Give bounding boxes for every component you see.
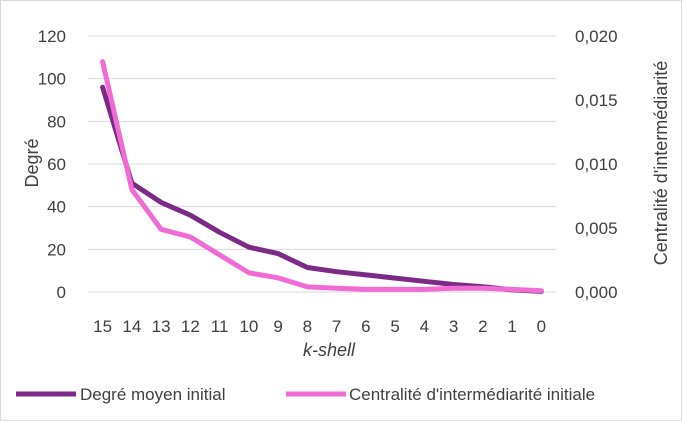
y2-axis-title: Centralité d'intermédiarité <box>651 61 671 266</box>
left-axis-ticks: 0 20 40 60 80 100 120 <box>38 27 66 302</box>
x-tick-label: 13 <box>152 317 171 336</box>
x-tick-label: 14 <box>122 317 141 336</box>
y-axis-title: Degré <box>22 138 42 187</box>
x-axis-ticks: 15 14 13 12 11 10 9 8 7 6 5 4 3 2 1 0 <box>93 317 546 336</box>
y-tick-label: 80 <box>47 112 66 131</box>
y-tick-label: 40 <box>47 198 66 217</box>
x-tick-label: 4 <box>420 317 429 336</box>
x-tick-label: 5 <box>390 317 399 336</box>
x-tick-label: 1 <box>507 317 516 336</box>
x-tick-label: 15 <box>93 317 112 336</box>
right-axis-ticks: 0,000 0,005 0,010 0,015 0,020 <box>575 27 618 302</box>
x-tick-label: 2 <box>478 317 487 336</box>
y-tick-label: 0 <box>57 283 66 302</box>
x-tick-label: 9 <box>273 317 282 336</box>
series-line-2 <box>100 59 544 294</box>
legend: Degré moyen initial Centralité d'intermé… <box>16 385 595 404</box>
x-tick-label: 6 <box>361 317 370 336</box>
x-axis-title: k-shell <box>303 340 356 360</box>
x-tick-label: 10 <box>239 317 258 336</box>
y2-tick-label: 0,020 <box>575 27 618 46</box>
series-line-1 <box>100 84 544 294</box>
x-tick-label: 12 <box>181 317 200 336</box>
y2-tick-label: 0,000 <box>575 283 618 302</box>
x-tick-label: 8 <box>303 317 312 336</box>
y2-tick-label: 0,015 <box>575 91 618 110</box>
legend-label-series-2: Centralité d'intermédiarité initiale <box>349 385 595 404</box>
y2-tick-label: 0,005 <box>575 219 618 238</box>
x-tick-label: 7 <box>332 317 341 336</box>
y-tick-label: 60 <box>47 155 66 174</box>
y-tick-label: 20 <box>47 240 66 259</box>
x-tick-label: 3 <box>449 317 458 336</box>
x-tick-label: 11 <box>211 317 229 336</box>
legend-label-series-1: Degré moyen initial <box>80 385 226 404</box>
y2-tick-label: 0,010 <box>575 155 618 174</box>
y-tick-label: 100 <box>38 70 66 89</box>
series-lines <box>100 59 544 294</box>
gridlines <box>88 35 556 293</box>
x-tick-label: 0 <box>537 317 546 336</box>
y-tick-label: 120 <box>38 27 66 46</box>
